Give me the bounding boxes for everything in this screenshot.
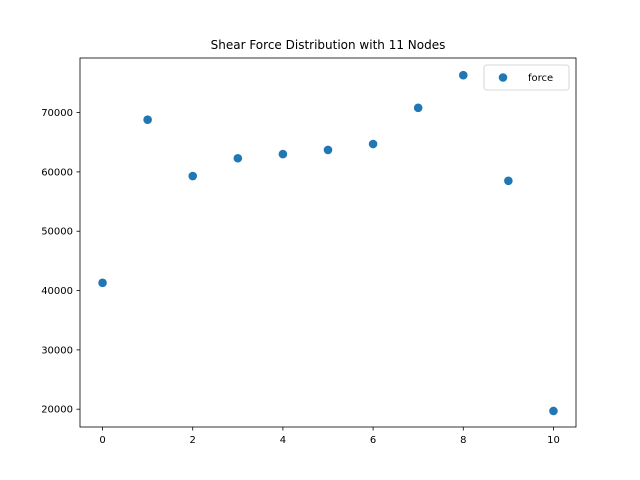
legend-box bbox=[483, 64, 570, 91]
legend-marker bbox=[498, 73, 508, 82]
legend: force bbox=[483, 64, 570, 91]
x-tick-label: 10 bbox=[547, 435, 560, 446]
x-tick-label: 6 bbox=[370, 435, 376, 446]
y-tick-label: 20000 bbox=[41, 405, 73, 416]
y-tick-label: 50000 bbox=[41, 227, 73, 238]
y-tick-label: 70000 bbox=[41, 108, 73, 119]
data-point bbox=[368, 139, 378, 149]
data-point bbox=[549, 406, 558, 416]
x-tick-label: 2 bbox=[190, 435, 196, 446]
plot-area bbox=[79, 57, 577, 428]
data-point bbox=[233, 153, 243, 163]
y-tick-label: 60000 bbox=[41, 167, 73, 178]
y-axis: 20000 30000 40000 50000 60000 70000 bbox=[41, 108, 80, 416]
x-tick-label: 4 bbox=[280, 435, 286, 446]
data-point bbox=[413, 103, 423, 113]
y-tick-label: 30000 bbox=[41, 345, 73, 356]
data-point bbox=[188, 171, 198, 181]
y-tick-label: 40000 bbox=[41, 286, 73, 297]
data-points bbox=[98, 70, 558, 416]
x-tick-label: 8 bbox=[460, 435, 466, 446]
data-point bbox=[323, 145, 333, 155]
data-point bbox=[504, 176, 513, 186]
data-point bbox=[278, 149, 288, 159]
x-tick-label: 0 bbox=[99, 435, 105, 446]
chart-title: Shear Force Distribution with 11 Nodes bbox=[211, 38, 446, 52]
data-point bbox=[98, 278, 107, 288]
legend-label: force bbox=[528, 73, 553, 84]
x-axis: 0 2 4 6 8 10 bbox=[99, 427, 560, 446]
data-point bbox=[458, 70, 468, 80]
plot-frame bbox=[79, 57, 577, 428]
data-point bbox=[143, 115, 152, 124]
